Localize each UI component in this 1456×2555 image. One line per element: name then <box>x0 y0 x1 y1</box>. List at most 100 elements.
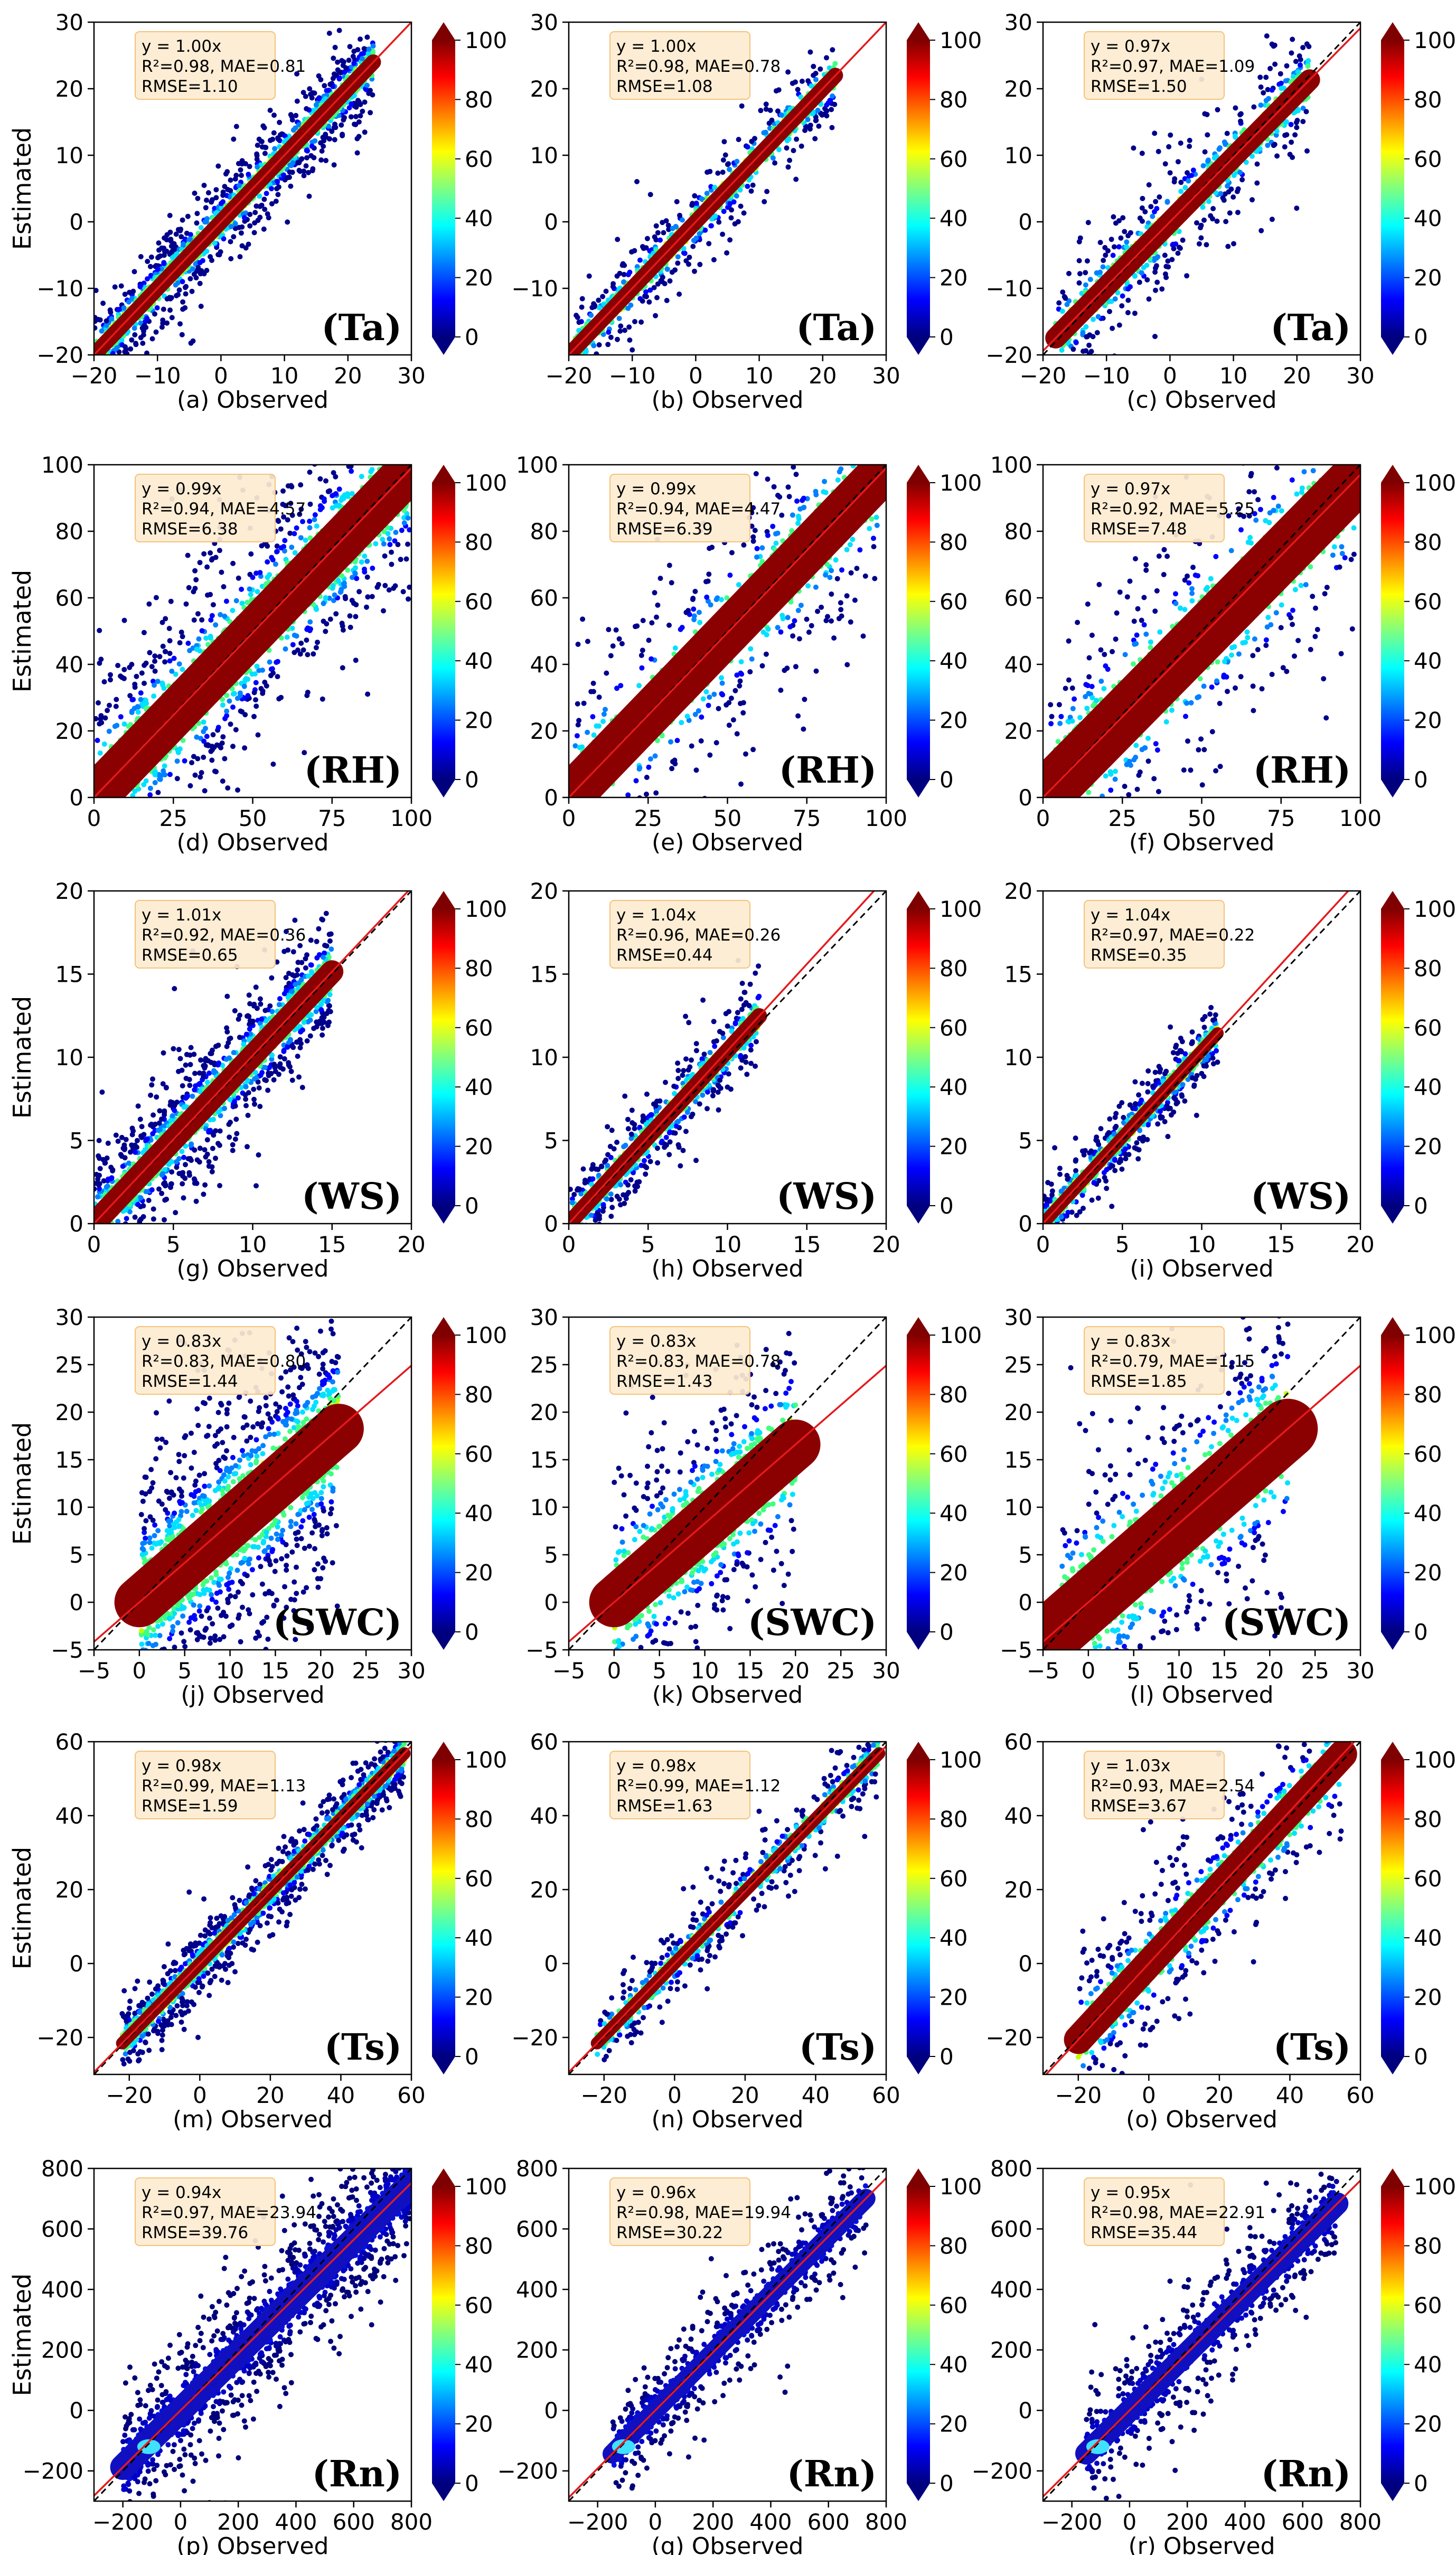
scatter-point <box>589 844 595 850</box>
scatter-point <box>138 697 144 702</box>
scatter-point <box>1085 220 1091 226</box>
scatter-point <box>1162 271 1168 277</box>
scatter-point <box>311 449 316 454</box>
x-tick-label: 10 <box>1219 363 1247 389</box>
scatter-point <box>801 726 806 732</box>
variable-label: (Ta) <box>321 307 402 349</box>
scatter-point <box>572 743 578 749</box>
scatter-point <box>1202 149 1208 155</box>
scatter-point <box>754 546 760 551</box>
scatter-point <box>336 458 341 463</box>
scatter-point <box>273 561 278 567</box>
scatter-point <box>586 273 592 279</box>
scatter-point <box>795 713 801 719</box>
scatter-point <box>591 801 596 806</box>
scatter-point <box>124 799 129 804</box>
scatter-point <box>773 540 779 546</box>
scatter-point <box>240 421 245 426</box>
scatter-point <box>740 710 746 716</box>
scatter-point <box>155 790 161 795</box>
scatter-point <box>273 199 279 204</box>
scatter-point <box>720 692 726 698</box>
scatter-point <box>874 358 879 363</box>
scatter-point <box>388 430 393 435</box>
scatter-point <box>290 642 296 647</box>
scatter-point <box>260 668 265 673</box>
scatter-point <box>1097 269 1103 275</box>
scatter-point <box>306 170 311 175</box>
scatter-point <box>265 559 270 565</box>
scatter-point <box>336 27 342 33</box>
scatter-point <box>114 722 120 728</box>
scatter-point <box>105 815 110 821</box>
scatter-point <box>689 743 694 749</box>
scatter-point <box>341 59 346 65</box>
scatter-point <box>203 205 209 211</box>
scatter-point <box>370 92 375 98</box>
scatter-point <box>1269 87 1275 93</box>
scatter-point <box>263 541 269 547</box>
scatter-point <box>186 585 192 590</box>
scatter-point <box>280 502 286 507</box>
scatter-point <box>1107 308 1112 314</box>
scatter-point <box>130 802 135 807</box>
scatter-point <box>637 257 643 263</box>
scatter-point <box>706 241 712 247</box>
scatter-point <box>1083 324 1089 330</box>
scatter-point <box>336 69 342 74</box>
scatter-point <box>196 636 202 642</box>
scatter-point <box>785 164 791 170</box>
scatter-point <box>1124 244 1129 250</box>
scatter-point <box>1113 220 1119 226</box>
scatter-point <box>857 547 863 553</box>
stats-line: RMSE=1.08 <box>616 77 713 96</box>
scatter-point <box>1196 241 1202 247</box>
scatter-point <box>793 176 799 182</box>
scatter-point <box>615 336 620 342</box>
scatter-point <box>859 456 864 461</box>
scatter-point <box>1279 86 1284 91</box>
x-tick-label: 25 <box>159 805 187 831</box>
scatter-point <box>339 122 344 128</box>
scatter-point <box>389 458 394 463</box>
scatter-point <box>354 136 360 142</box>
scatter-point <box>1109 237 1114 242</box>
scatter-point <box>262 206 268 212</box>
scatter-point <box>1269 217 1275 222</box>
x-axis-label: (b) Observed <box>652 387 804 414</box>
scatter-point <box>153 769 158 775</box>
scatter-point <box>685 608 691 614</box>
scatter-point <box>580 616 586 622</box>
scatter-point <box>192 568 198 574</box>
scatter-point <box>356 589 362 595</box>
scatter-point <box>795 87 801 92</box>
variable-label: (Ta) <box>1270 307 1351 349</box>
scatter-point <box>363 434 368 439</box>
scatter-point <box>807 49 813 55</box>
scatter-point <box>349 468 354 474</box>
scatter-point <box>375 390 381 396</box>
scatter-point <box>134 673 139 679</box>
scatter-point <box>1288 121 1294 127</box>
scatter-point <box>795 607 801 613</box>
scatter-point <box>142 662 147 668</box>
stats-line: RMSE=6.38 <box>142 520 238 539</box>
scatter-point <box>1272 42 1277 48</box>
scatter-point <box>1119 303 1125 309</box>
scatter-point <box>182 285 188 290</box>
scatter-point <box>726 161 731 167</box>
scatter-point <box>261 196 267 202</box>
scatter-point <box>1084 258 1090 264</box>
scatter-point <box>294 71 300 77</box>
scatter-point <box>236 224 242 230</box>
scatter-point <box>405 541 410 547</box>
scatter-point <box>239 161 245 167</box>
scatter-point <box>652 590 657 596</box>
scatter-point <box>692 193 698 199</box>
scatter-point <box>373 541 379 547</box>
scatter-point <box>850 440 855 446</box>
scatter-point <box>644 775 650 780</box>
scatter-point <box>189 288 195 294</box>
